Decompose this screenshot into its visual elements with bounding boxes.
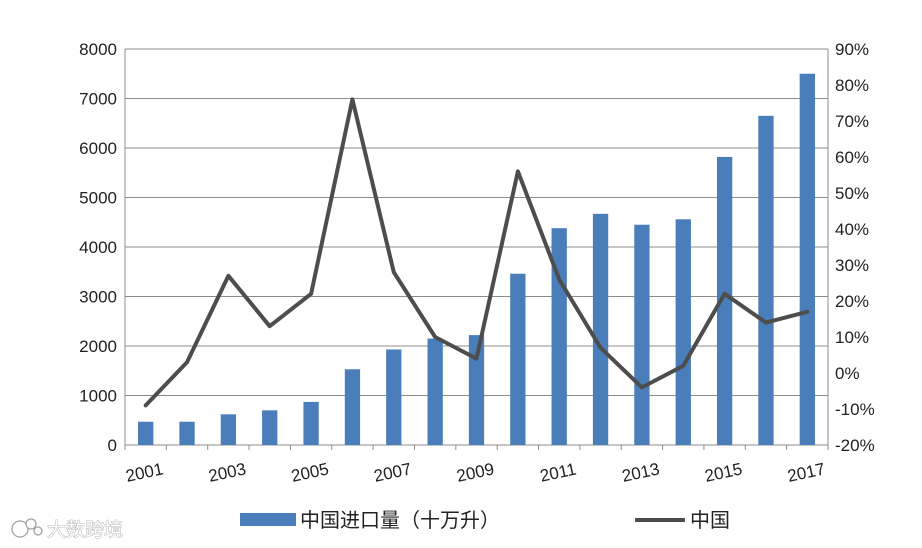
x-tick-label: 2015: [703, 459, 744, 485]
bar: [179, 421, 195, 445]
right-y-tick-label: 50%: [835, 184, 869, 203]
bar: [675, 219, 691, 445]
bar: [427, 338, 443, 445]
left-y-tick-label: 0: [108, 436, 117, 455]
right-y-tick-labels: -20% -10% 0% 10% 20% 30% 40% 50% 60% 70% 80% 90%: [835, 40, 875, 455]
x-tick-labels: 2001 2003 2005 2007 2009 2011 2013 2015 2017: [124, 459, 827, 485]
x-tick-label: 2013: [620, 459, 661, 485]
left-y-tick-labels: 0 1000 2000 3000 4000 5000 6000 7000 8000: [79, 40, 117, 455]
line-series: [143, 97, 810, 408]
right-y-tick-label: 60%: [835, 148, 869, 167]
bar: [220, 414, 237, 445]
bar: [634, 224, 650, 445]
bar: [799, 73, 815, 445]
right-y-tick-label: 70%: [835, 112, 869, 131]
bar-series: [138, 73, 815, 445]
gridlines: [125, 48, 828, 446]
x-tick-label: 2001: [124, 459, 165, 485]
x-tick-label: 2017: [786, 459, 827, 485]
right-y-tick-label: -20%: [835, 436, 875, 455]
watermark: 大数跨境: [11, 518, 123, 541]
right-y-tick-label: 30%: [835, 256, 869, 275]
legend-bar-swatch: [240, 513, 296, 526]
left-y-tick-label: 2000: [79, 337, 117, 356]
bar: [344, 369, 361, 445]
bar: [716, 156, 733, 445]
right-y-tick-label: 0%: [835, 364, 860, 383]
right-y-tick-label: -10%: [835, 400, 875, 419]
x-tick-label: 2005: [289, 459, 330, 485]
bar: [510, 273, 526, 445]
bar: [592, 213, 609, 445]
bar: [303, 401, 319, 445]
legend-label-china: 中国: [690, 508, 730, 532]
legend: 中国进口量（十万升） 中国: [240, 508, 730, 532]
bar: [262, 410, 278, 445]
left-y-tick-label: 7000: [79, 90, 117, 109]
left-y-tick-label: 1000: [79, 387, 117, 406]
bar: [758, 115, 774, 445]
watermark-text: 大数跨境: [47, 519, 123, 541]
x-tick-label: 2011: [538, 460, 578, 486]
bar: [468, 335, 485, 445]
left-y-tick-label: 5000: [79, 189, 117, 208]
x-tick-label: 2003: [207, 459, 248, 485]
right-y-tick-label: 40%: [835, 220, 869, 239]
bar: [138, 421, 154, 445]
x-tick-label: 2007: [372, 459, 413, 485]
watermark-logo-icon: [11, 518, 43, 538]
left-y-tick-label: 3000: [79, 288, 117, 307]
bar: [386, 349, 402, 445]
right-y-tick-label: 20%: [835, 292, 869, 311]
left-y-tick-label: 4000: [79, 238, 117, 257]
series-line: [143, 97, 810, 408]
right-y-tick-label: 80%: [835, 76, 869, 95]
left-y-tick-label: 6000: [79, 139, 117, 158]
legend-label-imports: 中国进口量（十万升）: [300, 508, 500, 532]
x-tick-label: 2009: [455, 459, 496, 485]
right-y-tick-label: 90%: [835, 40, 869, 59]
left-y-tick-label: 8000: [79, 40, 117, 59]
right-y-tick-label: 10%: [835, 328, 869, 347]
